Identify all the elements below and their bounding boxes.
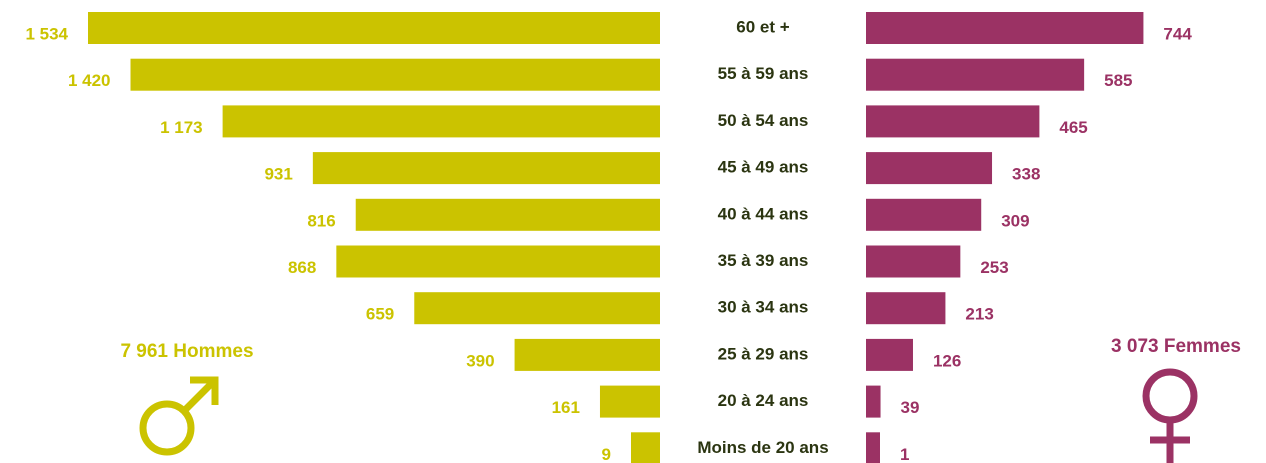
bar-men — [312, 152, 660, 185]
bar-women — [866, 245, 961, 278]
male-symbol — [139, 376, 219, 456]
category-label: Moins de 20 ans — [697, 438, 828, 457]
category-label: 40 à 44 ans — [718, 204, 809, 223]
bar-men — [88, 12, 660, 44]
bar-men — [222, 105, 660, 138]
value-label-men: 1 173 — [160, 118, 203, 137]
value-label-women: 39 — [901, 398, 920, 417]
value-label-women: 309 — [1001, 211, 1029, 230]
value-label-women: 744 — [1163, 24, 1192, 43]
bar-men — [599, 385, 660, 418]
value-label-women: 338 — [1012, 165, 1040, 184]
bar-women — [866, 105, 1040, 138]
value-label-men: 390 — [466, 351, 494, 370]
value-label-men: 161 — [552, 398, 580, 417]
women-total: 3 073 Femmes — [1111, 336, 1241, 357]
value-label-men: 659 — [366, 305, 394, 324]
value-label-men: 1 534 — [25, 24, 68, 43]
value-label-women: 126 — [933, 351, 961, 370]
men-total: 7 961 Hommes — [120, 341, 253, 362]
bar-women — [866, 432, 880, 463]
category-label: 45 à 49 ans — [718, 158, 809, 177]
value-label-women: 1 — [900, 445, 909, 463]
category-label: 55 à 59 ans — [718, 64, 809, 83]
bar-women — [866, 12, 1144, 44]
female-symbol — [1142, 368, 1198, 463]
value-label-women: 465 — [1059, 118, 1087, 137]
value-label-women: 213 — [965, 305, 993, 324]
value-label-women: 585 — [1104, 71, 1132, 90]
category-label: 50 à 54 ans — [718, 111, 809, 130]
bar-women — [866, 292, 946, 325]
value-label-men: 1 420 — [68, 71, 111, 90]
bar-men — [514, 338, 660, 371]
category-label: 35 à 39 ans — [718, 251, 809, 270]
value-label-men: 9 — [602, 445, 611, 463]
value-label-men: 816 — [307, 211, 335, 230]
category-label: 60 et + — [736, 17, 789, 36]
bar-women — [866, 385, 881, 418]
category-label: 30 à 34 ans — [718, 298, 809, 317]
bar-men — [631, 432, 660, 463]
category-label: 20 à 24 ans — [718, 391, 809, 410]
bar-women — [866, 152, 993, 185]
value-label-women: 253 — [980, 258, 1008, 277]
value-label-men: 868 — [288, 258, 316, 277]
bar-women — [866, 58, 1085, 91]
bar-women — [866, 198, 982, 231]
bar-men — [336, 245, 660, 278]
category-label: 25 à 29 ans — [718, 344, 809, 363]
bar-women — [866, 338, 913, 371]
bar-men — [130, 58, 660, 91]
value-label-men: 931 — [264, 165, 292, 184]
bar-men — [414, 292, 660, 325]
bar-men — [355, 198, 660, 231]
